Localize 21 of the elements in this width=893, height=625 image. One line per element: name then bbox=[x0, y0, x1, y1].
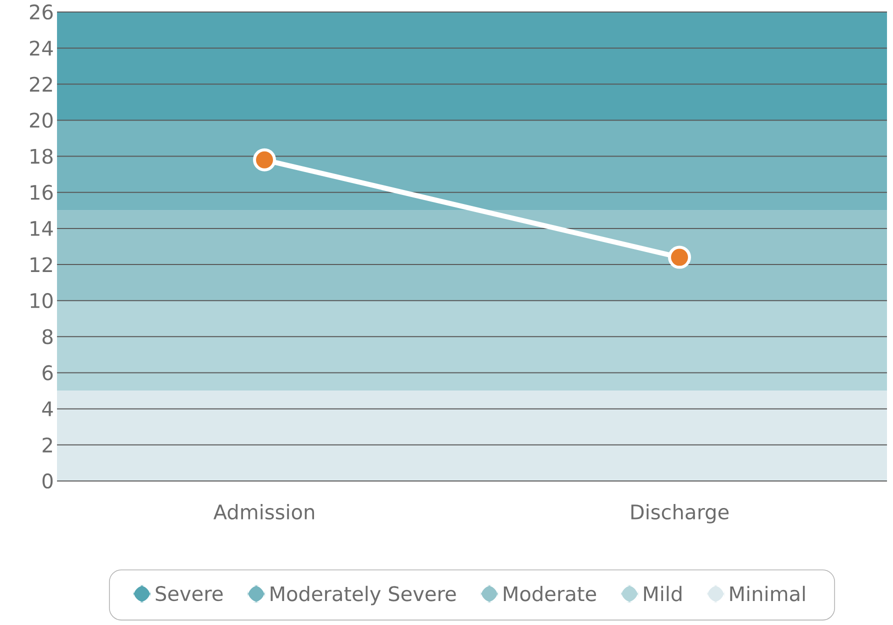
legend-label: Severe bbox=[156, 586, 223, 602]
y-tick-label: 0 bbox=[42, 473, 53, 489]
y-tick-label: 6 bbox=[42, 365, 53, 380]
y-tick-label: 4 bbox=[42, 402, 53, 416]
y-tick-label: 24 bbox=[30, 40, 53, 56]
legend-label: Moderate bbox=[504, 586, 596, 602]
y-tick-label: 10 bbox=[30, 293, 53, 308]
y-tick-label: 26 bbox=[30, 4, 53, 20]
legend-label: Mild bbox=[644, 586, 682, 602]
x-tick-label: Admission bbox=[213, 504, 314, 520]
legend-label: Moderately Severe bbox=[270, 586, 456, 606]
y-tick-label: 20 bbox=[30, 112, 53, 128]
y-tick-label: 14 bbox=[30, 221, 53, 236]
y-tick-label: 12 bbox=[30, 257, 52, 272]
y-tick-label: 18 bbox=[30, 148, 53, 164]
legend-label: Minimal bbox=[730, 586, 805, 602]
y-tick-label: 16 bbox=[30, 184, 53, 200]
y-tick-label: 22 bbox=[30, 76, 52, 92]
y-tick-label: 2 bbox=[42, 437, 52, 452]
x-tick-label: Discharge bbox=[631, 504, 729, 524]
y-tick-label: 8 bbox=[42, 329, 53, 344]
